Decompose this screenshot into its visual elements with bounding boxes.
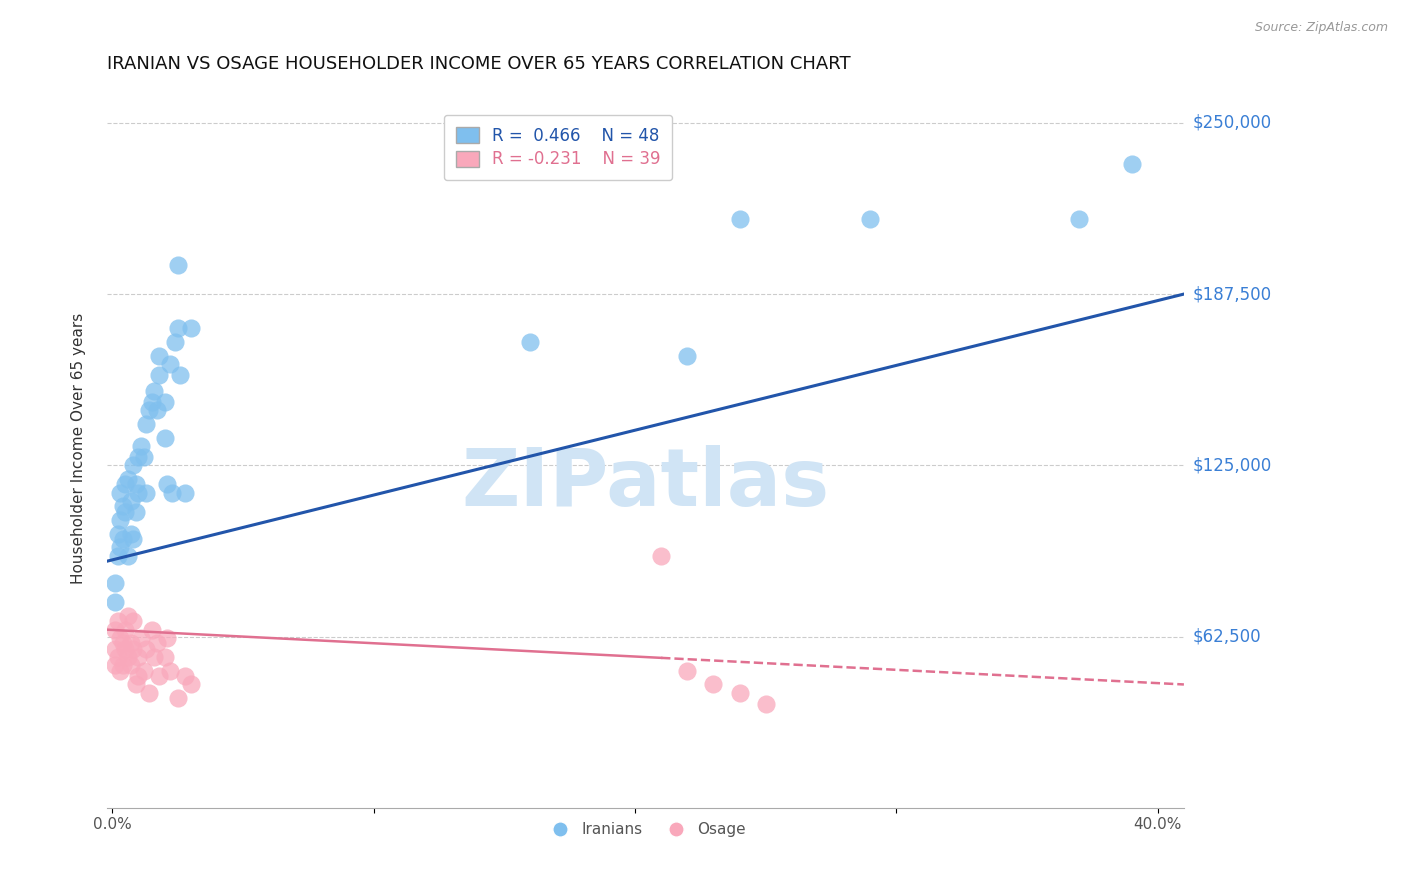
Point <box>107 549 129 563</box>
Text: $62,500: $62,500 <box>1192 627 1261 646</box>
Point <box>125 477 148 491</box>
Point <box>138 686 160 700</box>
Point <box>114 477 136 491</box>
Point <box>135 485 157 500</box>
Point <box>132 450 155 464</box>
Text: $250,000: $250,000 <box>1192 114 1271 132</box>
Point <box>122 533 145 547</box>
Point <box>141 395 163 409</box>
Text: $125,000: $125,000 <box>1192 457 1271 475</box>
Point <box>120 658 142 673</box>
Point <box>114 505 136 519</box>
Point <box>159 664 181 678</box>
Point <box>180 677 202 691</box>
Point <box>108 485 131 500</box>
Legend: Iranians, Osage: Iranians, Osage <box>538 816 752 843</box>
Point <box>174 485 197 500</box>
Point <box>125 505 148 519</box>
Point <box>169 368 191 382</box>
Point <box>141 623 163 637</box>
Point <box>702 677 724 691</box>
Point <box>166 321 188 335</box>
Point <box>117 472 139 486</box>
Point <box>135 641 157 656</box>
Point <box>108 513 131 527</box>
Point <box>676 349 699 363</box>
Point <box>166 258 188 272</box>
Point <box>859 211 882 226</box>
Point <box>111 500 134 514</box>
Point <box>143 384 166 399</box>
Point <box>163 334 186 349</box>
Text: IRANIAN VS OSAGE HOUSEHOLDER INCOME OVER 65 YEARS CORRELATION CHART: IRANIAN VS OSAGE HOUSEHOLDER INCOME OVER… <box>107 55 851 73</box>
Point <box>108 631 131 645</box>
Point <box>104 623 127 637</box>
Point <box>111 658 134 673</box>
Point <box>120 526 142 541</box>
Point <box>127 650 149 665</box>
Point <box>138 403 160 417</box>
Text: Source: ZipAtlas.com: Source: ZipAtlas.com <box>1254 21 1388 34</box>
Point <box>114 641 136 656</box>
Text: ZIPatlas: ZIPatlas <box>461 445 830 523</box>
Point <box>104 595 127 609</box>
Point <box>122 615 145 629</box>
Point <box>104 641 127 656</box>
Point <box>129 439 152 453</box>
Point <box>122 458 145 473</box>
Point <box>120 636 142 650</box>
Point <box>156 631 179 645</box>
Point <box>127 485 149 500</box>
Point <box>519 334 541 349</box>
Point <box>132 664 155 678</box>
Point <box>107 615 129 629</box>
Point <box>180 321 202 335</box>
Point <box>162 485 184 500</box>
Point <box>145 636 167 650</box>
Point <box>117 650 139 665</box>
Point <box>107 526 129 541</box>
Point <box>114 623 136 637</box>
Point <box>728 211 751 226</box>
Point <box>148 669 170 683</box>
Point <box>728 686 751 700</box>
Y-axis label: Householder Income Over 65 years: Householder Income Over 65 years <box>72 312 86 583</box>
Point <box>1121 157 1143 171</box>
Point <box>174 669 197 683</box>
Point <box>127 450 149 464</box>
Point <box>159 357 181 371</box>
Point <box>1069 211 1091 226</box>
Point <box>107 650 129 665</box>
Point <box>111 533 134 547</box>
Point <box>148 349 170 363</box>
Point <box>153 650 176 665</box>
Point <box>153 395 176 409</box>
Point <box>148 368 170 382</box>
Point <box>650 549 672 563</box>
Point <box>676 664 699 678</box>
Point <box>129 631 152 645</box>
Text: $187,500: $187,500 <box>1192 285 1271 303</box>
Point <box>108 541 131 555</box>
Point <box>755 697 778 711</box>
Point <box>143 650 166 665</box>
Point <box>156 477 179 491</box>
Point <box>127 669 149 683</box>
Point <box>108 664 131 678</box>
Point <box>104 658 127 673</box>
Point <box>122 641 145 656</box>
Point <box>135 417 157 432</box>
Point <box>104 576 127 591</box>
Point <box>117 549 139 563</box>
Point <box>166 691 188 706</box>
Point <box>111 636 134 650</box>
Point <box>117 609 139 624</box>
Point <box>153 431 176 445</box>
Point <box>120 494 142 508</box>
Point <box>145 403 167 417</box>
Point <box>125 677 148 691</box>
